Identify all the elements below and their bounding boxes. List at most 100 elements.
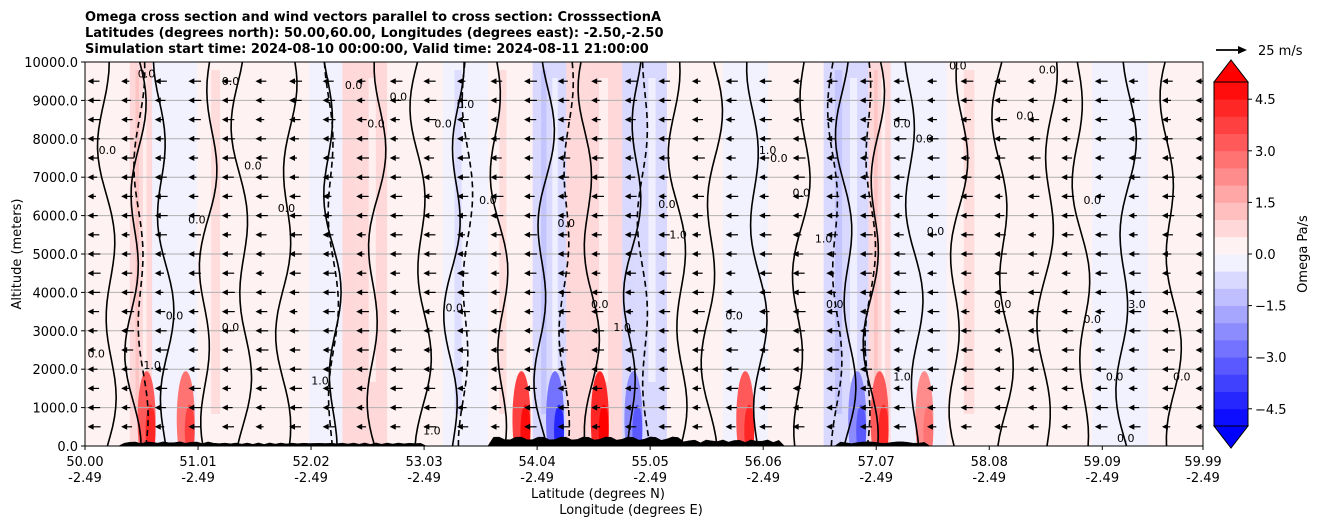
wind-vector-457: [591, 174, 605, 181]
wind-vector-106: [221, 366, 231, 373]
wind-vector-497: [792, 155, 806, 161]
wind-vector-238: [87, 289, 101, 296]
wind-vector-64: [1094, 404, 1108, 411]
wind-vector-465: [859, 174, 870, 181]
wind-vector-174: [221, 327, 234, 334]
wind-vector-206: [154, 308, 166, 315]
wind-vector-163: [994, 347, 1003, 353]
wind-vector-584: [289, 97, 302, 104]
wind-vector-260: [826, 289, 837, 296]
wind-vector-369: [1061, 231, 1074, 238]
x-tick-label-lat-8: 58.08: [971, 455, 1008, 470]
wind-vector-275: [188, 270, 201, 277]
wind-vector-212: [356, 308, 369, 315]
wind-vector-1: [121, 423, 133, 430]
wind-vector-579: [121, 97, 131, 104]
wind-vector-425: [658, 193, 667, 200]
wind-vector-145: [389, 347, 403, 353]
wind-vector-334: [1027, 251, 1038, 257]
wind-vector-248: [423, 289, 436, 296]
wind-vector-642: [1094, 78, 1108, 85]
wind-vector-3: [188, 423, 202, 430]
wind-vector-244: [289, 289, 300, 296]
wind-vector-405: [1128, 212, 1137, 219]
wind-vector-540: [1094, 135, 1107, 142]
wind-vector-104: [154, 366, 168, 373]
wind-vector-352: [490, 231, 503, 238]
wind-vector-446: [221, 174, 234, 181]
wind-vector-192: [826, 327, 839, 334]
y-tick-label-4: 4000.0: [33, 286, 79, 301]
wind-vector-302: [1094, 270, 1108, 277]
wind-vector-81: [524, 385, 537, 392]
wind-vector-357: [658, 231, 670, 238]
wind-vector-478: [154, 155, 166, 161]
contour-line-8: [409, 62, 433, 446]
wind-vector-67: [1195, 404, 1203, 411]
wind-vector-477: [121, 155, 135, 161]
terrain-profile: [85, 436, 1203, 446]
wind-vector-504: [1027, 155, 1041, 161]
wind-vector-252: [557, 289, 571, 296]
wind-vector-176: [289, 327, 299, 334]
wind-vector-201: [1128, 327, 1141, 334]
wind-vector-368: [1027, 231, 1037, 238]
wind-vector-560: [624, 116, 636, 123]
wind-vector-348: [356, 231, 366, 238]
wind-vector-54: [759, 404, 772, 411]
wind-vector-362: [826, 231, 838, 238]
wind-vector-94: [960, 385, 974, 392]
colorbar-segment-4: [1214, 340, 1248, 358]
wind-vector-366: [960, 231, 974, 238]
wind-vector-158: [826, 347, 840, 353]
wind-vector-278: [289, 270, 301, 277]
wind-vector-402: [1027, 212, 1038, 219]
wind-vector-209: [255, 308, 268, 315]
wind-vector-414: [289, 193, 301, 200]
wind-vector-24: [893, 423, 907, 430]
wind-vector-23: [859, 423, 872, 430]
omega-streak-17-2: [881, 78, 886, 382]
wind-vector-459: [658, 174, 669, 181]
wind-vector-20: [759, 423, 772, 430]
wind-vector-375: [121, 212, 132, 219]
wind-vector-447: [255, 174, 269, 181]
wind-vector-124: [826, 366, 839, 373]
omega-streak-18-1: [904, 70, 914, 414]
wind-vector-325: [725, 251, 737, 257]
wind-vector-55: [792, 404, 803, 411]
wind-vector-157: [792, 347, 804, 353]
wind-vector-161: [926, 347, 940, 353]
wind-vector-128: [960, 366, 974, 373]
wind-vector-143: [322, 347, 332, 353]
omega-streak-2-2: [178, 78, 186, 382]
wind-vector-618: [289, 78, 303, 85]
wind-vector-47: [524, 404, 538, 411]
wind-vector-326: [759, 251, 773, 257]
wind-vector-194: [893, 327, 905, 334]
wind-vector-378: [221, 212, 231, 219]
contour-label-32: 0.0: [927, 225, 945, 238]
wind-vector-134: [1161, 366, 1175, 373]
wind-vector-185: [591, 327, 605, 334]
contour-label-19: 0.0: [557, 217, 575, 230]
wind-vector-89: [792, 385, 802, 392]
wind-vector-287: [591, 270, 601, 277]
wind-vector-423: [591, 193, 605, 200]
wind-vector-90: [826, 385, 838, 392]
wind-vector-408: [87, 193, 96, 200]
wind-vector-160: [893, 347, 903, 353]
quiver-key: 25 m/s: [1216, 44, 1303, 59]
omega-streak-19-2: [986, 78, 997, 382]
wind-vector-356: [624, 231, 638, 238]
wind-vector-71: [188, 385, 201, 392]
wind-vector-199: [1061, 327, 1074, 334]
wind-vector-116: [557, 366, 566, 373]
wind-vector-637: [926, 78, 937, 85]
wind-vector-594: [624, 97, 638, 104]
wind-vector-266: [1027, 289, 1041, 296]
wind-vector-568: [893, 116, 907, 123]
omega-streak-20-1: [1033, 70, 1047, 414]
wind-vector-342: [154, 231, 168, 238]
wind-vector-319: [524, 251, 538, 257]
